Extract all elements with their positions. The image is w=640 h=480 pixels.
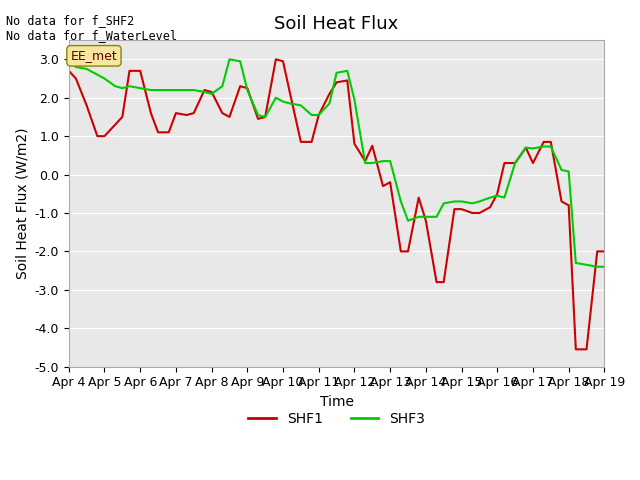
SHF3 xyxy=(387,158,394,164)
SHF3 xyxy=(65,57,72,62)
SHF1 xyxy=(254,116,262,122)
SHF3 xyxy=(593,264,601,270)
Title: Soil Heat Flux: Soil Heat Flux xyxy=(275,15,399,33)
SHF3 xyxy=(351,97,358,103)
SHF1 xyxy=(397,249,404,254)
Text: EE_met: EE_met xyxy=(70,49,117,62)
SHF1 xyxy=(540,139,547,145)
Text: No data for f_SHF2
No data for f_WaterLevel: No data for f_SHF2 No data for f_WaterLe… xyxy=(6,14,177,42)
Y-axis label: Soil Heat Flux (W/m2): Soil Heat Flux (W/m2) xyxy=(15,128,29,279)
SHF1 xyxy=(272,57,280,62)
X-axis label: Time: Time xyxy=(319,395,353,409)
Line: SHF1: SHF1 xyxy=(68,60,604,349)
SHF3 xyxy=(529,145,537,151)
SHF3 xyxy=(172,87,180,93)
Line: SHF3: SHF3 xyxy=(68,60,604,267)
SHF1 xyxy=(572,347,580,352)
SHF3 xyxy=(190,87,198,93)
Legend: SHF1, SHF3: SHF1, SHF3 xyxy=(243,407,431,432)
SHF3 xyxy=(600,264,608,270)
SHF1 xyxy=(600,249,608,254)
SHF1 xyxy=(172,110,180,116)
SHF3 xyxy=(254,112,262,118)
SHF1 xyxy=(65,68,72,74)
SHF1 xyxy=(362,158,369,164)
SHF1 xyxy=(190,110,198,116)
